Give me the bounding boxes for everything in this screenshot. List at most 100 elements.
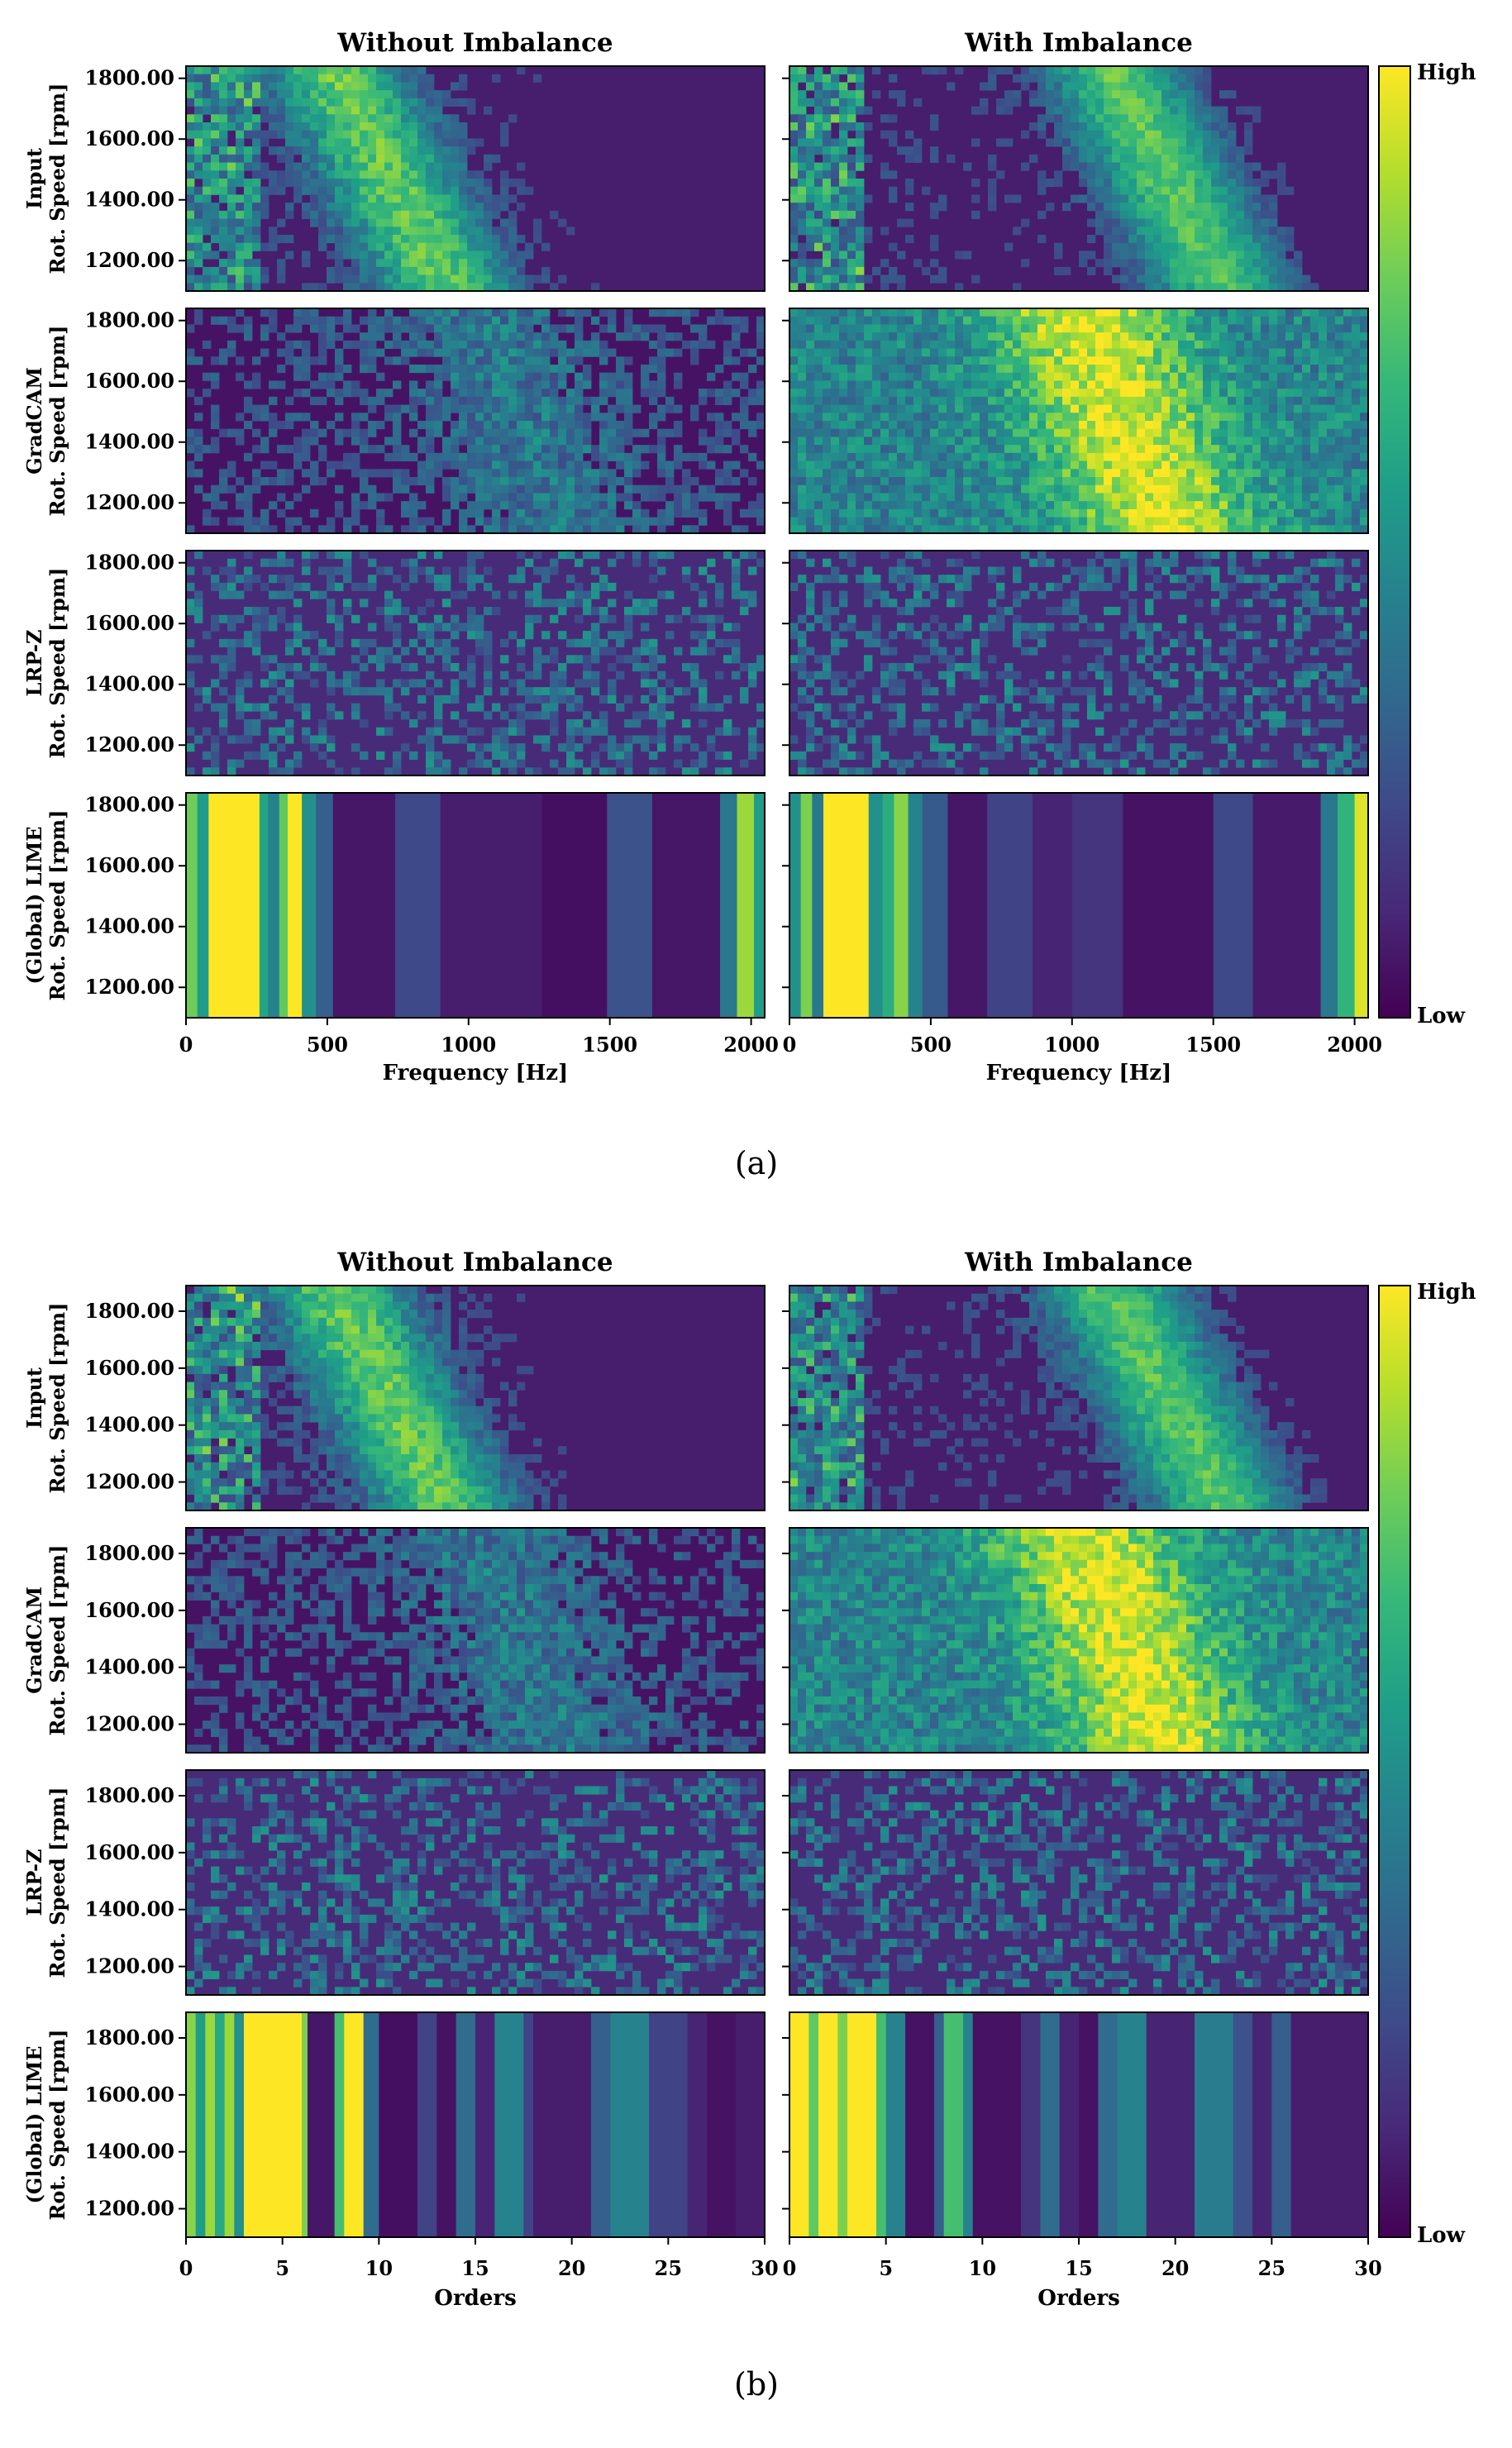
heatmap-cell: [203, 194, 212, 203]
heatmap-cell: [252, 74, 261, 83]
heatmap-cell: [748, 396, 757, 405]
heatmap-cell: [641, 380, 650, 389]
heatmap-cell: [475, 365, 484, 374]
heatmap-cell: [1021, 437, 1030, 446]
heatmap-cell: [1145, 130, 1154, 139]
heatmap-cell: [211, 493, 220, 502]
heatmap-cell: [335, 259, 344, 268]
heatmap-cell: [947, 460, 956, 470]
heatmap-cell: [492, 460, 501, 470]
heatmap-cell: [1343, 356, 1352, 365]
heatmap-cell: [1062, 404, 1071, 413]
heatmap-cell: [1029, 348, 1038, 357]
heatmap-cell: [302, 90, 311, 99]
heatmap-cell: [839, 340, 848, 349]
heatmap-cell: [1186, 316, 1195, 325]
heatmap-cell: [1004, 445, 1014, 454]
heatmap-cell: [219, 130, 228, 139]
heatmap-cell: [417, 525, 427, 533]
heatmap-cell: [1145, 413, 1154, 422]
heatmap-cell: [823, 508, 832, 518]
heatmap-cell: [583, 372, 592, 381]
heatmap-cell: [459, 389, 468, 398]
heatmap-cell: [186, 389, 195, 398]
heatmap-cell: [1343, 348, 1352, 357]
heatmap-cell: [1186, 484, 1195, 494]
heatmap-cell: [1153, 308, 1162, 317]
heatmap-cell: [1244, 186, 1253, 195]
heatmap-cell: [748, 389, 757, 398]
heatmap-cell: [409, 413, 418, 422]
heatmap-cell: [789, 162, 799, 171]
heatmap-cell: [616, 525, 625, 533]
heatmap-cell: [244, 452, 253, 461]
heatmap-cell: [864, 493, 873, 502]
heatmap-cell: [1178, 445, 1187, 454]
heatmap-cell: [508, 274, 518, 284]
heatmap-cell: [1087, 356, 1096, 365]
heatmap-cell: [814, 380, 823, 389]
heatmap-cell: [1071, 365, 1080, 374]
heatmap-cell: [938, 437, 947, 446]
heatmap-cell: [971, 493, 980, 502]
heatmap-cell: [723, 316, 732, 325]
heatmap-cell: [789, 274, 799, 284]
heatmap-cell: [674, 484, 683, 494]
heatmap-cell: [847, 316, 856, 325]
heatmap-cell: [616, 452, 625, 461]
heatmap-cell: [1252, 332, 1262, 341]
heatmap-cell: [384, 179, 394, 188]
heatmap-cell: [302, 308, 311, 317]
heatmap-cell: [525, 242, 534, 251]
heatmap-cell: [814, 242, 823, 251]
heatmap-cell: [624, 332, 633, 341]
heatmap-cell: [484, 421, 493, 430]
heatmap-cell: [1195, 227, 1204, 236]
heatmap-cell: [814, 404, 823, 413]
heatmap-cell: [1071, 130, 1080, 139]
heatmap-cell: [1037, 210, 1047, 219]
heatmap-cell: [922, 460, 931, 470]
heatmap-cell: [401, 114, 410, 123]
heatmap-cell: [467, 508, 476, 518]
heatmap-cell: [327, 332, 336, 341]
heatmap-cell: [913, 98, 923, 107]
heatmap-cell: [1277, 259, 1286, 268]
heatmap-cell: [566, 348, 575, 357]
heatmap-cell: [1285, 227, 1295, 236]
heatmap-cell: [1277, 404, 1286, 413]
heatmap-cell: [442, 413, 451, 422]
heatmap-cell: [1352, 493, 1361, 502]
heatmap-cell: [1343, 445, 1352, 454]
heatmap-cell: [823, 501, 832, 510]
heatmap-cell: [1178, 266, 1187, 275]
heatmap-cell: [1054, 324, 1063, 333]
heatmap-cell: [467, 146, 476, 155]
heatmap-cell: [798, 242, 807, 251]
heatmap-cell: [1170, 445, 1179, 454]
heatmap-cell: [905, 477, 914, 486]
heatmap-cell: [971, 445, 980, 454]
heatmap-cell: [1261, 251, 1270, 260]
heatmap-cell: [1186, 365, 1195, 374]
heatmap-cell: [1203, 501, 1212, 510]
heatmap-cell: [351, 179, 360, 188]
heatmap-cell: [963, 477, 972, 486]
heatmap-cell: [384, 194, 394, 203]
heatmap-cell: [467, 170, 476, 179]
heatmap-cell: [244, 74, 253, 83]
heatmap-cell: [459, 437, 468, 446]
heatmap-cell: [1071, 324, 1080, 333]
heatmap-cell: [459, 413, 468, 422]
heatmap-cell: [467, 251, 476, 260]
heatmap-cell: [889, 356, 898, 365]
heatmap-cell: [368, 90, 377, 99]
heatmap-cell: [1302, 389, 1311, 398]
heatmap-cell: [1087, 66, 1096, 75]
heatmap-cell: [500, 138, 509, 147]
heatmap-cell: [318, 445, 327, 454]
heatmap-cell: [525, 380, 534, 389]
heatmap-cell: [1244, 469, 1253, 478]
heatmap-cell: [186, 274, 195, 284]
heatmap-cell: [831, 469, 840, 478]
